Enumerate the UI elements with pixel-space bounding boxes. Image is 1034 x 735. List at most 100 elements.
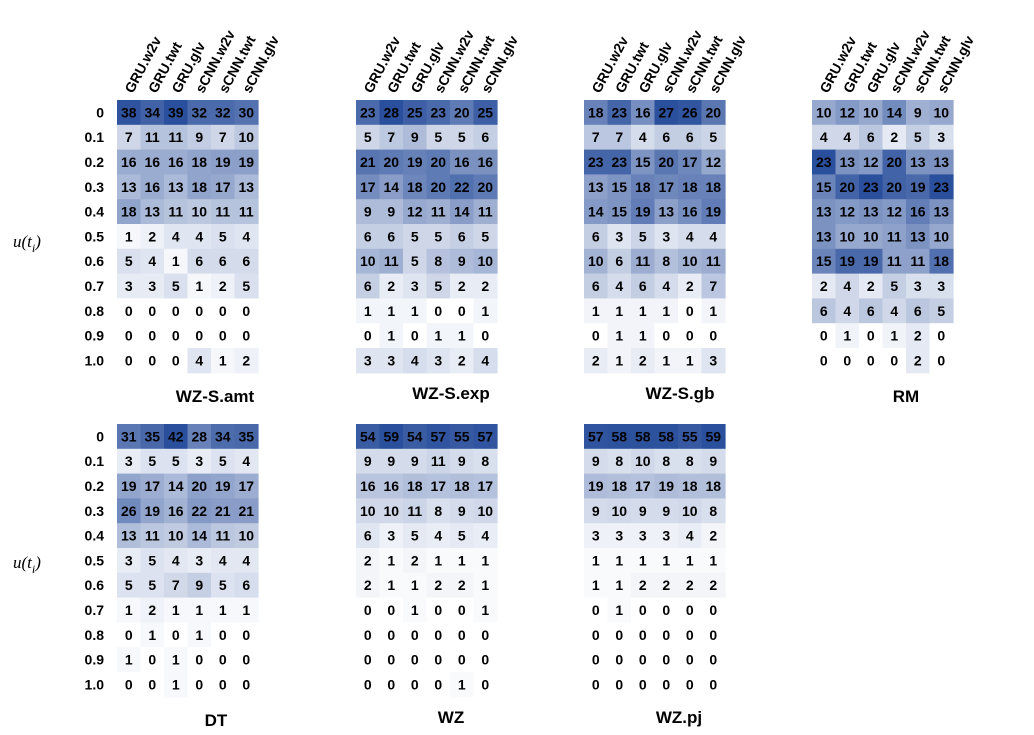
cell-value: 0	[195, 676, 203, 692]
heatmap-cell	[654, 348, 679, 374]
cell-value: 19	[144, 503, 160, 519]
cell-value: 1	[662, 552, 670, 568]
row-label: 0	[96, 104, 104, 120]
cell-value: 0	[639, 652, 647, 668]
cell-value: 1	[458, 552, 466, 568]
heatmap-cell	[678, 448, 703, 475]
heatmap-cell	[835, 224, 860, 250]
heatmap-cell	[607, 597, 632, 623]
cell-value: 8	[615, 453, 623, 469]
cell-value: 9	[364, 204, 372, 220]
row-label: 1.0	[85, 352, 105, 368]
heatmap-cell	[211, 100, 236, 126]
heatmap-cell	[356, 248, 381, 275]
heatmap-cell	[631, 448, 656, 475]
cell-value: 2	[914, 328, 922, 344]
heatmap-cell	[356, 323, 381, 349]
cell-value: 11	[145, 129, 160, 145]
heatmap-cell	[187, 323, 212, 349]
heatmap-cell	[701, 124, 726, 151]
row-label: 0.8	[85, 303, 105, 319]
heatmap-cell	[678, 100, 703, 126]
heatmap-cell	[929, 323, 954, 349]
cell-value: 13	[933, 154, 949, 170]
cell-value: 0	[458, 602, 466, 618]
heatmap-cell	[906, 100, 931, 126]
heatmap-cell	[140, 100, 165, 126]
cell-value: 1	[219, 602, 227, 618]
cell-value: 4	[820, 129, 828, 145]
heatmap-cell	[906, 124, 931, 151]
heatmap-cell	[882, 224, 907, 250]
heatmap-cell	[631, 199, 656, 225]
heatmap-cell	[379, 199, 404, 225]
heatmap-cell	[473, 523, 498, 549]
heatmap-cell	[211, 572, 236, 599]
cell-value: 3	[387, 528, 395, 544]
heatmap-cell	[906, 224, 931, 250]
cell-value: 58	[635, 428, 651, 444]
heatmap-cell	[117, 149, 142, 175]
heatmap-cell	[929, 248, 954, 275]
cell-value: 59	[383, 428, 399, 444]
heatmap-cell	[654, 448, 679, 475]
heatmap-cell	[654, 174, 679, 200]
heatmap-cell	[403, 597, 428, 623]
heatmap-cell	[234, 174, 259, 200]
cell-value: 0	[364, 328, 372, 344]
cell-value: 1	[592, 577, 600, 593]
heatmap-cell	[678, 548, 703, 574]
heatmap-cell	[164, 424, 189, 450]
heatmap-cell	[211, 672, 236, 698]
heatmap-cell	[450, 199, 475, 225]
heatmap-cell	[654, 548, 679, 574]
cell-value: 0	[434, 602, 442, 618]
cell-value: 0	[242, 627, 250, 643]
cell-value: 17	[238, 478, 254, 494]
heatmap-cell	[607, 224, 632, 250]
cell-value: 0	[615, 676, 623, 692]
cell-value: 5	[937, 303, 945, 319]
cell-value: 2	[639, 577, 647, 593]
heatmap-cell	[187, 548, 212, 574]
cell-value: 10	[933, 104, 949, 120]
cell-value: 0	[843, 352, 851, 368]
heatmap-cell	[812, 298, 837, 324]
heatmap-cell	[140, 348, 165, 374]
heatmap-cell	[473, 597, 498, 623]
heatmap-cell	[211, 548, 236, 574]
cell-value: 9	[662, 503, 670, 519]
cell-value: 5	[411, 528, 419, 544]
heatmap-cell	[654, 622, 679, 648]
cell-value: 0	[639, 602, 647, 618]
heatmap-cell	[812, 199, 837, 225]
cell-value: 2	[148, 228, 156, 244]
heatmap-cell	[426, 473, 451, 499]
cell-value: 6	[387, 228, 395, 244]
heatmap-cell	[607, 672, 632, 698]
cell-value: 19	[121, 478, 137, 494]
heatmap-cell	[164, 672, 189, 698]
cell-value: 4	[615, 278, 623, 294]
cell-value: 6	[867, 129, 875, 145]
row-label: 0.4	[85, 528, 105, 544]
cell-value: 0	[662, 652, 670, 668]
cell-value: 1	[195, 602, 203, 618]
heatmap-cell	[379, 348, 404, 374]
heatmap-cell	[701, 298, 726, 324]
cell-value: 0	[242, 652, 250, 668]
heatmap-cell	[140, 424, 165, 450]
cell-value: 9	[458, 253, 466, 269]
cell-value: 11	[431, 453, 446, 469]
cell-value: 3	[937, 278, 945, 294]
cell-value: 16	[682, 204, 698, 220]
heatmap-cell	[473, 124, 498, 151]
heatmap-cell	[929, 174, 954, 200]
heatmap-cell	[379, 224, 404, 250]
heatmap-cell	[426, 323, 451, 349]
cell-value: 0	[148, 676, 156, 692]
row-label: 0.2	[85, 154, 105, 170]
heatmap-cell	[379, 323, 404, 349]
heatmap-cell	[164, 647, 189, 673]
cell-value: 1	[890, 328, 898, 344]
